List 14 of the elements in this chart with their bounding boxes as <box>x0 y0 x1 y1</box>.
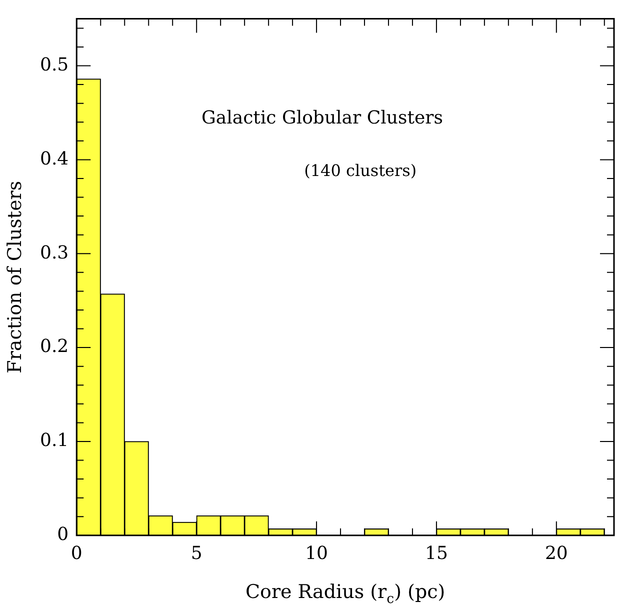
x-tick-label: 10 <box>305 542 328 564</box>
y-tick-label: 0.3 <box>40 242 69 264</box>
x-tick-label: 20 <box>544 542 568 564</box>
y-axis-title: Fraction of Clusters <box>4 180 26 374</box>
text: Galactic Globular Clusters <box>201 107 443 128</box>
y-tick-label: 0.5 <box>40 54 69 76</box>
x-tick-label: 5 <box>190 542 202 564</box>
y-tick-label: 0.4 <box>40 148 69 170</box>
y-tick-label: 0.2 <box>40 336 69 358</box>
x-tick-label: 0 <box>70 542 82 564</box>
annotation: (140 clusters) <box>304 160 417 180</box>
y-tick-label: 0.1 <box>40 430 69 452</box>
x-tick-label: 15 <box>425 542 448 564</box>
y-tick-label: 0 <box>57 524 69 546</box>
